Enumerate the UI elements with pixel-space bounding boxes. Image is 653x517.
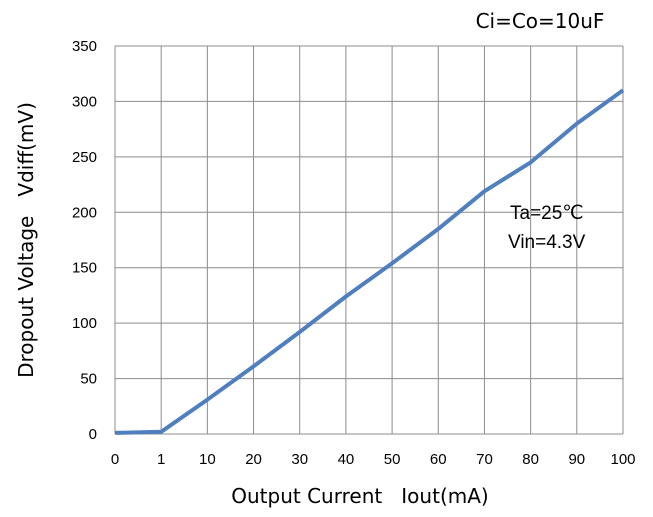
x-tick-label: 70	[476, 451, 493, 468]
y-tick-label: 150	[72, 260, 97, 277]
x-gridlines	[114, 46, 624, 434]
series-layer	[114, 88, 625, 435]
y-tick-label: 0	[89, 426, 97, 443]
y-tick-label: 100	[72, 315, 97, 332]
temperature-annotation: Ta=25℃	[510, 203, 584, 224]
input-voltage-annotation: Vin=4.3V	[508, 232, 586, 253]
series-line	[114, 88, 625, 435]
y-tick-label: 50	[80, 371, 97, 388]
x-axis-title: Output Current Iout(mA)	[231, 484, 488, 508]
y-tick-label: 350	[72, 38, 97, 55]
x-tick-label: 1	[157, 451, 165, 468]
x-tick-label: 90	[568, 451, 585, 468]
x-tick-label: 0	[111, 451, 119, 468]
x-tick-label: 100	[610, 451, 635, 468]
x-tick-label: 60	[430, 451, 447, 468]
y-tick-label: 200	[72, 204, 97, 221]
x-tick-label: 20	[245, 451, 262, 468]
x-tick-label: 30	[291, 451, 308, 468]
x-tick-label: 50	[384, 451, 401, 468]
x-tick-labels: 0 1 10 20 30 40 50 60 70 80 90 100	[111, 451, 636, 468]
y-axis-title: Dropout Voltage Vdiff(mV)	[14, 102, 38, 378]
x-tick-label: 80	[522, 451, 539, 468]
y-tick-labels: 0 50 100 150 200 250 300 350	[72, 38, 97, 443]
x-tick-label: 40	[338, 451, 355, 468]
x-tick-label: 10	[199, 451, 216, 468]
condition-annotation: Ci=Co=10uF	[476, 9, 605, 33]
y-tick-label: 250	[72, 149, 97, 166]
y-gridlines	[115, 45, 623, 435]
y-tick-label: 300	[72, 93, 97, 110]
